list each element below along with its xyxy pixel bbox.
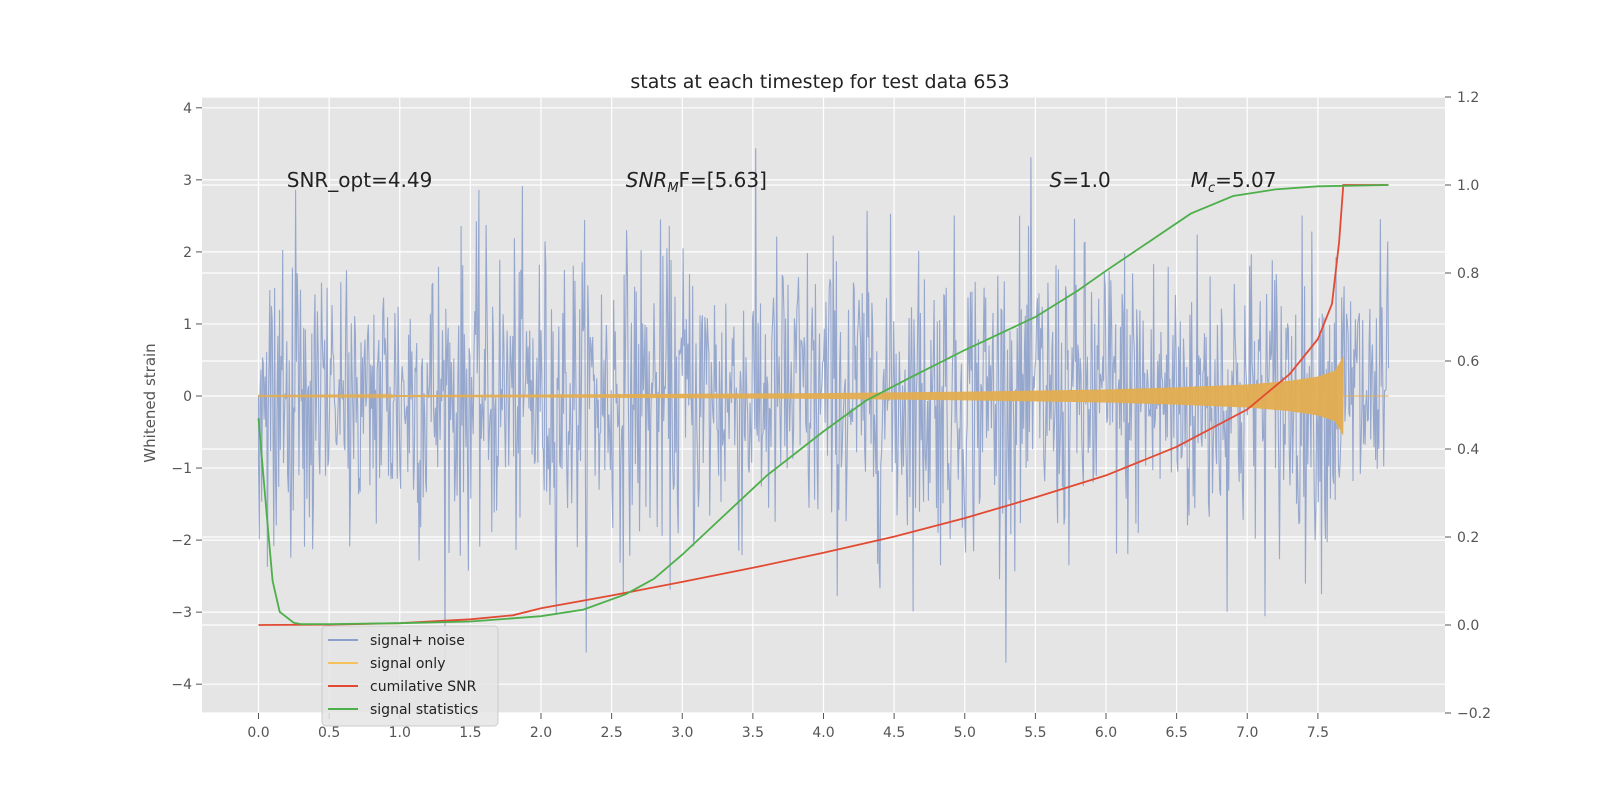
x-tick-label: 3.5 (742, 725, 764, 741)
annotation-subscript: c (1208, 181, 1215, 196)
y2-tick-label: 0.2 (1457, 530, 1479, 546)
x-tick-label: 2.5 (600, 725, 622, 741)
x-tick-label: 1.0 (389, 725, 411, 741)
y-axis-label: Whitened strain (141, 343, 159, 462)
signal-statistics-line (257, 184, 1389, 625)
y-tick-label: 0 (183, 389, 192, 405)
y2-tick-label: 1.2 (1457, 90, 1479, 106)
x-tick-label: 3.0 (671, 725, 693, 741)
x-tick-label: 4.5 (883, 725, 905, 741)
x-tick-label: 4.0 (812, 725, 834, 741)
y2-tick-label: 1.0 (1457, 178, 1479, 194)
signal-noise-series (257, 148, 1390, 663)
legend-label: signal only (370, 656, 445, 672)
y2-tick-label: 0.8 (1457, 266, 1479, 282)
legend-label: signal statistics (370, 702, 478, 718)
annotation-value: =5.07 (1215, 168, 1276, 192)
axes: 0.0 0.5 1.0 1.5 2.0 2.5 3.0 3.5 4.0 4.5 5.0 5.5 6.0 6… (171, 90, 1491, 741)
y-tick-label: 1 (183, 317, 192, 333)
y-tick-label: −4 (171, 677, 192, 693)
annotation-symbol: SNR (626, 168, 668, 192)
signal-noise-line (257, 148, 1390, 663)
x-tick-label: 6.5 (1165, 725, 1187, 741)
annotation-symbol: S (1050, 168, 1063, 192)
legend: signal+ noise signal only cumilative SNR si… (321, 625, 499, 727)
cumilative-snr-line (258, 184, 1389, 626)
y-tick-label: 2 (183, 245, 192, 261)
y2-tick-label: 0.4 (1457, 442, 1479, 458)
signal-only-line (258, 356, 1389, 435)
x-tick-label: 6.0 (1095, 725, 1117, 741)
x-tick-label: 0.5 (318, 725, 340, 741)
x-tick-label: 0.0 (247, 725, 269, 741)
y-tick-label: −2 (171, 533, 192, 549)
annotation: S=1.0 (1050, 168, 1111, 192)
annotations: SNR_opt=4.49 SNRMF=[5.63] S=1.0 Mc=5.07 (287, 168, 1277, 196)
annotation: SNR_opt=4.49 (287, 168, 433, 192)
x-tick-label: 5.0 (954, 725, 976, 741)
x-tick-label: 5.5 (1024, 725, 1046, 741)
signal-only-series (258, 356, 1389, 435)
annotation: Mc=5.07 (1191, 168, 1277, 196)
y-tick-label: −1 (171, 461, 192, 477)
x-tick-label: 7.0 (1236, 725, 1258, 741)
y-tick-label: 3 (183, 173, 192, 189)
legend-box (321, 625, 499, 727)
y-tick-label: −3 (171, 605, 192, 621)
chart-title: stats at each timestep for test data 653 (630, 71, 1009, 93)
y2-tick-label: −0.2 (1457, 706, 1491, 722)
annotation-symbol: M (1191, 168, 1208, 192)
x-tick-label: 1.5 (459, 725, 481, 741)
stat-lines (257, 184, 1389, 626)
y2-tick-label: 0.0 (1457, 618, 1479, 634)
y2-tick-label: 0.6 (1457, 354, 1479, 370)
y-tick-label: 4 (183, 101, 192, 117)
legend-label: cumilative SNR (370, 679, 477, 695)
annotation-value: =1.0 (1062, 168, 1111, 192)
annotation: SNRMF=[5.63] (626, 168, 767, 196)
x-tick-label: 7.5 (1307, 725, 1329, 741)
legend-label: signal+ noise (370, 633, 465, 649)
x-tick-label: 2.0 (530, 725, 552, 741)
grid (202, 96, 1445, 714)
annotation-subscript: M (667, 181, 678, 196)
annotation-value: F=[5.63] (679, 168, 767, 192)
